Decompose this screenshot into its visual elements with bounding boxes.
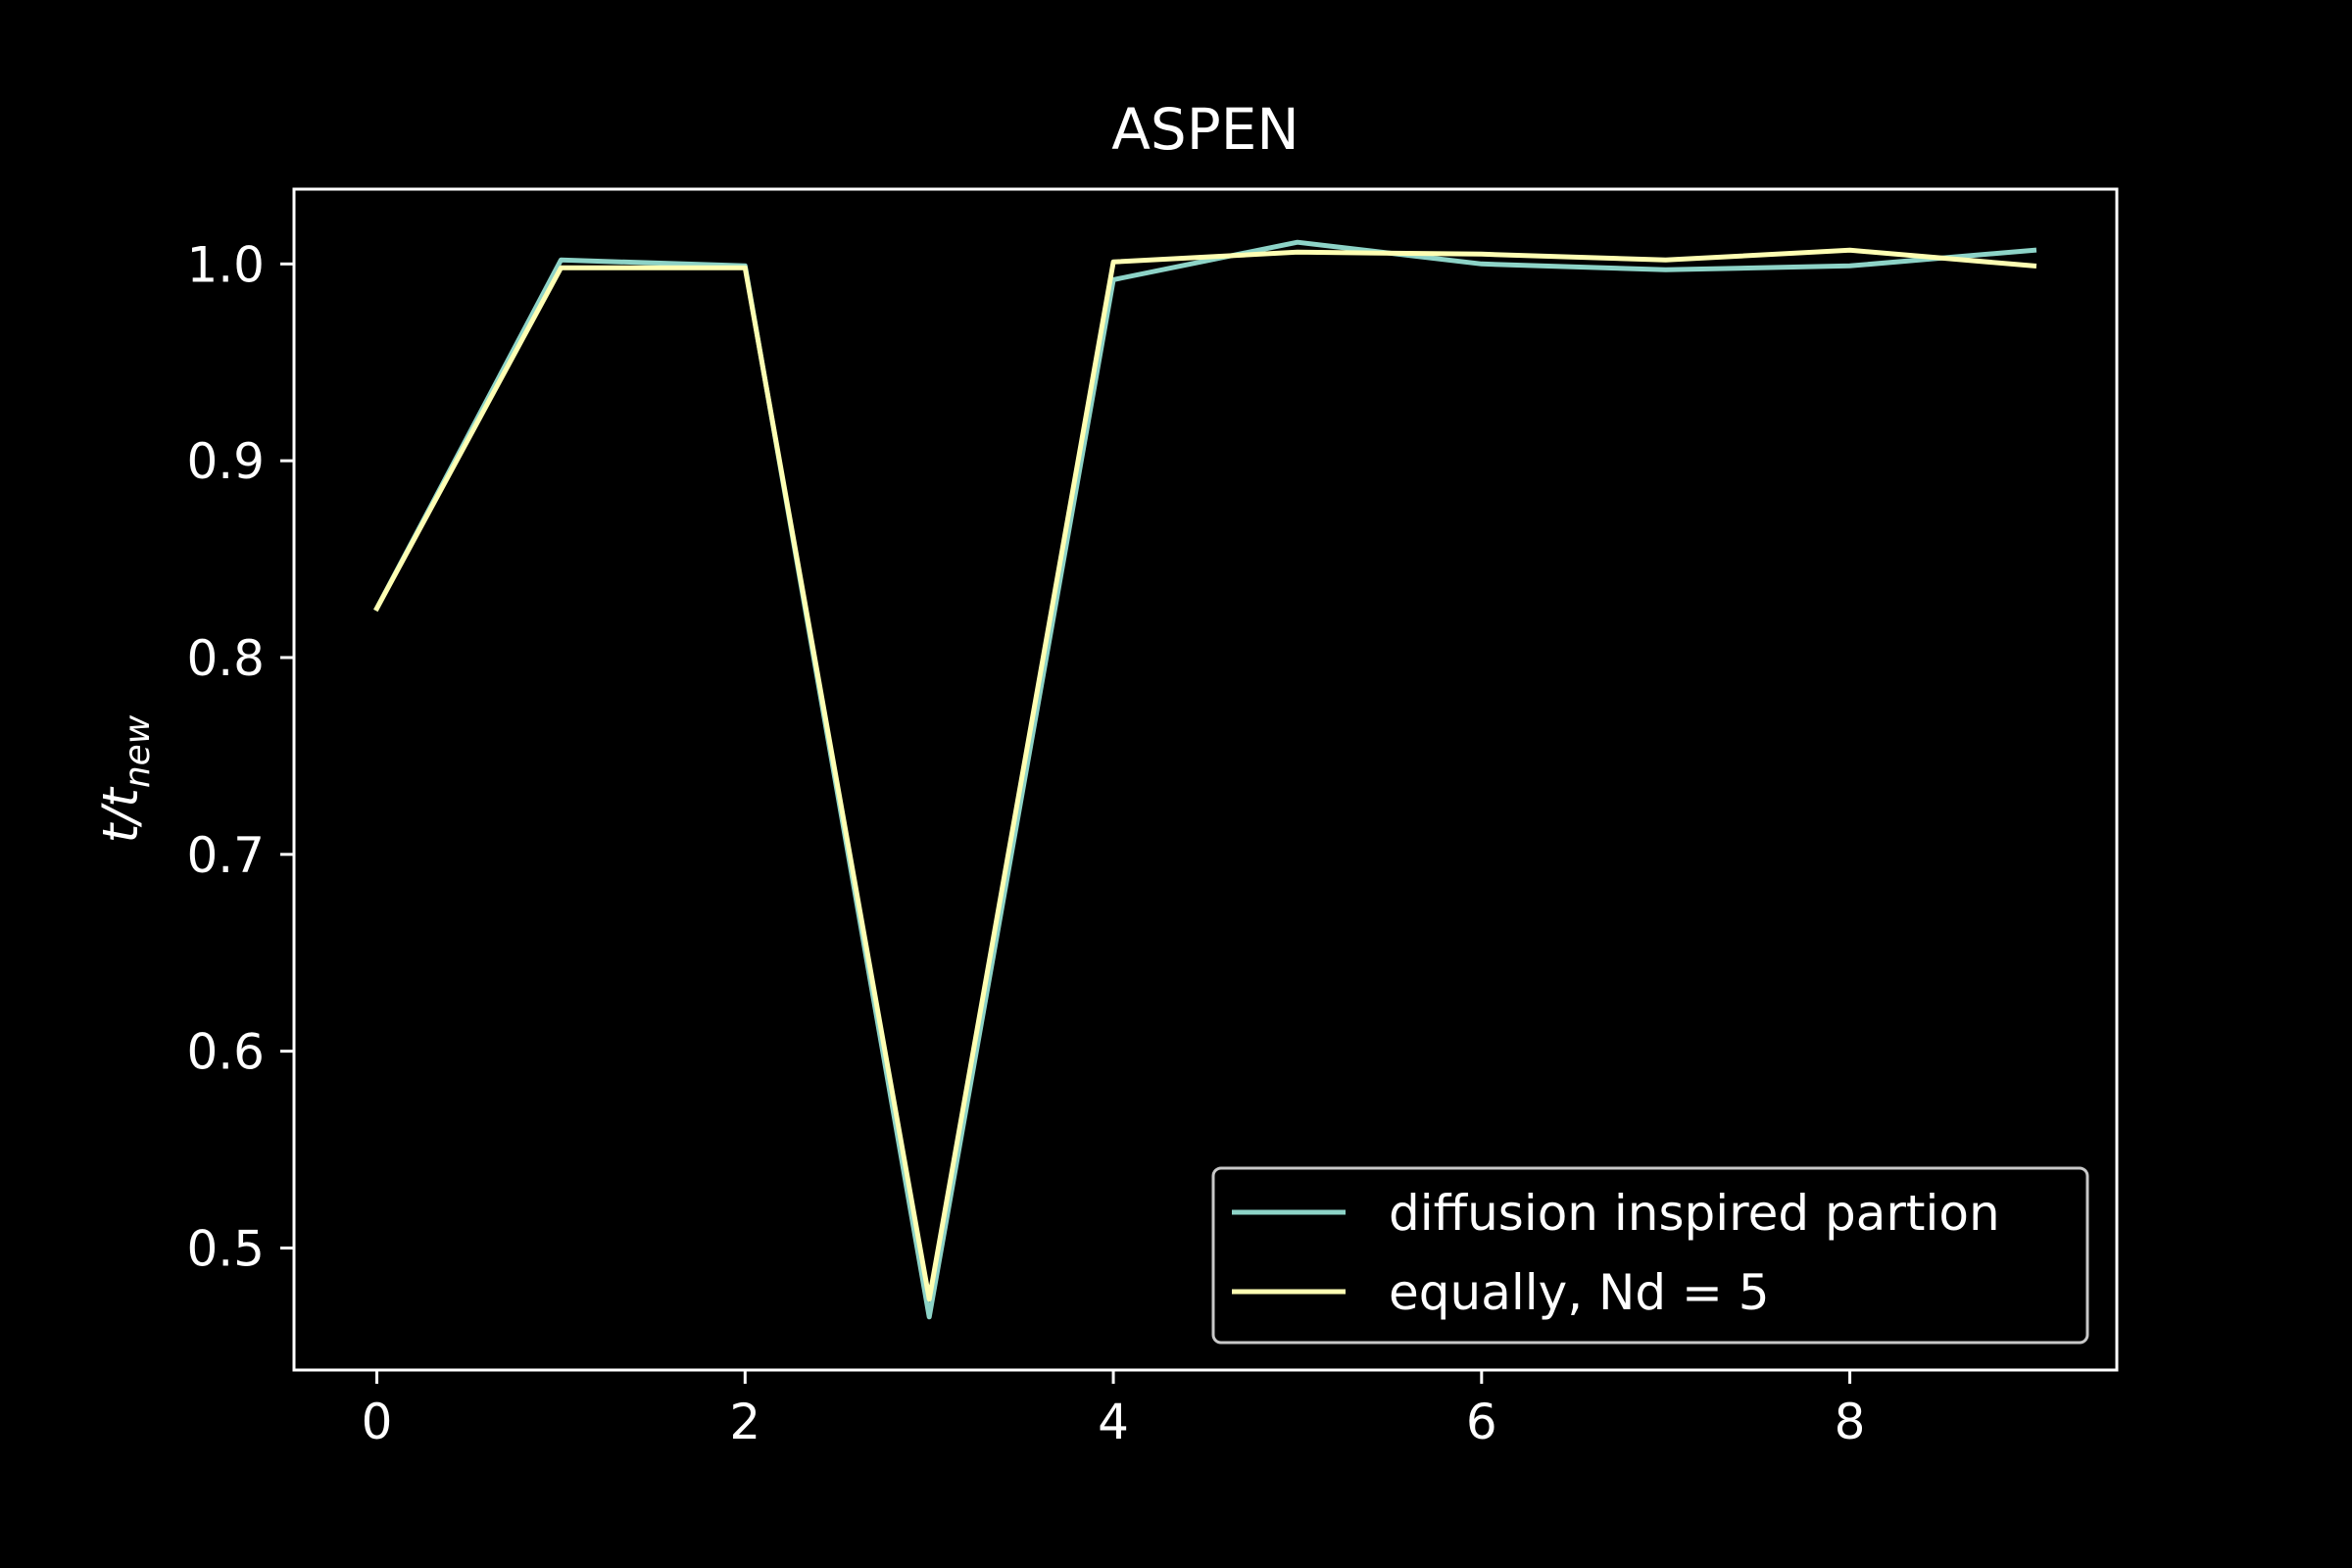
x-tick-label: 4 bbox=[1098, 1394, 1129, 1450]
legend-box bbox=[1211, 1166, 2089, 1345]
series-lines bbox=[373, 239, 2037, 1320]
series-line-1 bbox=[373, 239, 2037, 1320]
legend-label: equally, Nd = 5 bbox=[1389, 1264, 1770, 1321]
x-tick-label: 2 bbox=[729, 1394, 760, 1450]
x-tick-label: 6 bbox=[1466, 1394, 1497, 1450]
y-axis-label-base: t/t bbox=[92, 786, 149, 843]
series-line-2 bbox=[373, 247, 2037, 1302]
legend: diffusion inspired partion equally, Nd = … bbox=[1211, 1166, 2089, 1345]
y-axis-label: t/tnew bbox=[92, 714, 158, 843]
legend-label: diffusion inspired partion bbox=[1389, 1185, 2000, 1242]
y-tick-label: 0.9 bbox=[186, 433, 265, 490]
x-tick-label: 8 bbox=[1835, 1394, 1866, 1450]
plot-frame bbox=[292, 187, 2119, 1372]
x-tick-label: 0 bbox=[362, 1394, 393, 1450]
y-tick-label: 0.7 bbox=[186, 827, 265, 884]
axes: 0 2 4 6 8 0.5 0.6 0.7 0.8 0.9 1.0 t/tnew bbox=[92, 236, 1865, 1450]
chart-title: ASPEN bbox=[1111, 96, 1299, 163]
y-tick-label: 1.0 bbox=[186, 236, 265, 293]
y-tick-label: 0.8 bbox=[186, 630, 265, 687]
y-tick-label: 0.6 bbox=[186, 1024, 265, 1081]
y-tick-label: 0.5 bbox=[186, 1220, 265, 1277]
y-axis-label-subscript: new bbox=[118, 714, 158, 788]
